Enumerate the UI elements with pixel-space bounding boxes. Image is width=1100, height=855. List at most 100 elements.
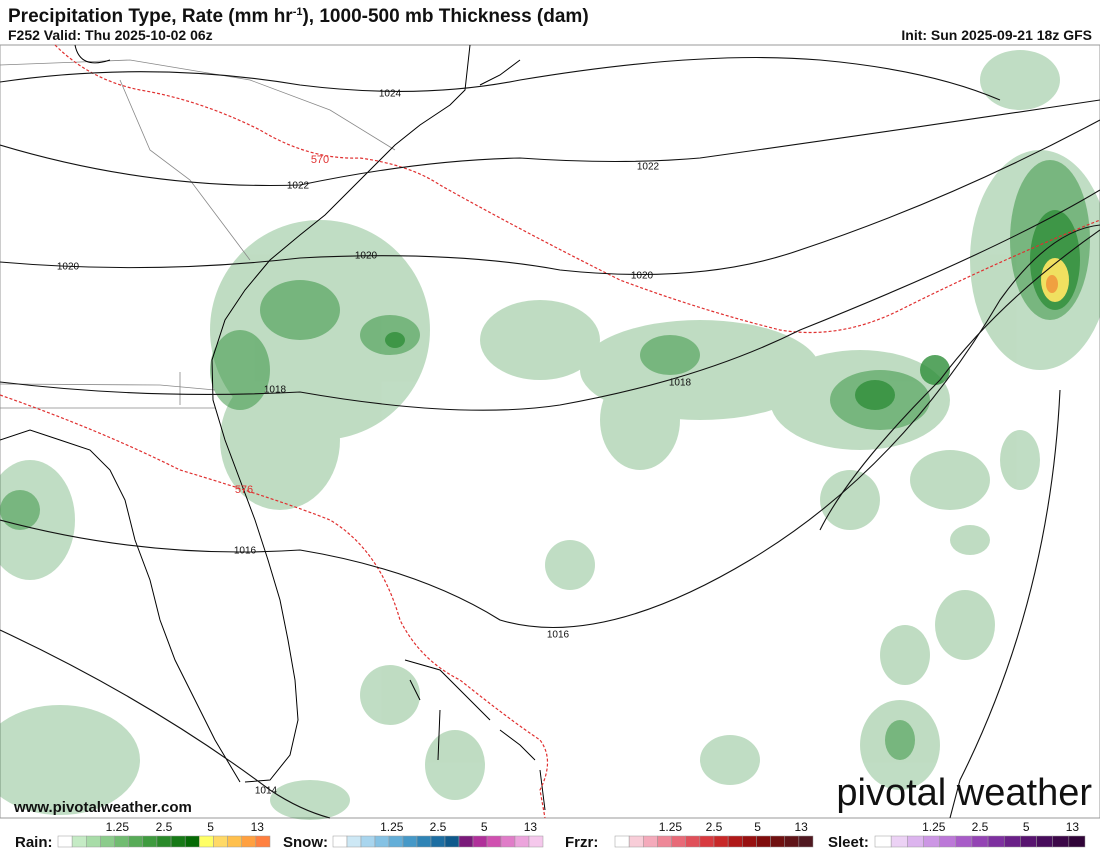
legend-tick-label: 1.25 xyxy=(106,820,130,834)
legend-swatch xyxy=(346,835,362,848)
legend-tick-label: 13 xyxy=(794,820,808,834)
legend-swatch xyxy=(756,835,771,848)
legend-swatch xyxy=(444,835,460,848)
map-frame xyxy=(0,44,1100,819)
legend-swatch xyxy=(1068,835,1086,848)
legend-swatch xyxy=(255,835,271,848)
legend-swatch xyxy=(514,835,530,848)
legend-swatch xyxy=(987,835,1005,848)
legend-swatch xyxy=(657,835,672,848)
legend-tick-label: 13 xyxy=(251,820,265,834)
legend-swatch xyxy=(685,835,701,848)
legend-swatch xyxy=(227,835,242,848)
legend-tick-label: 2.5 xyxy=(156,820,173,834)
legend-swatch xyxy=(784,835,800,848)
legend-swatch xyxy=(907,835,924,848)
legend-swatch xyxy=(770,835,785,848)
legend-swatch xyxy=(713,835,729,848)
thickness-contours xyxy=(0,44,1100,819)
coastline xyxy=(0,44,546,811)
legend-tick-label: 5 xyxy=(207,820,214,834)
legend-swatch xyxy=(1036,835,1053,848)
legend-swatch xyxy=(486,835,502,848)
legend-swatch xyxy=(199,835,214,848)
isobar-label: 1020 xyxy=(355,251,378,262)
legend-swatch xyxy=(923,835,940,848)
legend-tick-label: 1.25 xyxy=(659,820,683,834)
isobar-label: 1020 xyxy=(631,271,654,282)
legend-tick-label: 2.5 xyxy=(430,820,447,834)
thickness-label: 570 xyxy=(311,154,329,166)
legend-swatch xyxy=(1003,835,1021,848)
website: www.pivotalweather.com xyxy=(13,799,192,816)
legend-swatch xyxy=(1052,835,1070,848)
legend-swatch xyxy=(472,835,488,848)
legend-swatch xyxy=(170,835,186,848)
legend-swatch xyxy=(374,835,390,848)
borders xyxy=(0,59,396,409)
legend-swatch xyxy=(643,835,658,848)
map: 1024 1022 1022 1020 1020 1020 1018 1018 … xyxy=(0,44,1100,820)
legend-tick-label: 2.5 xyxy=(706,820,723,834)
isobar-label: 1018 xyxy=(669,378,692,389)
legend-swatch xyxy=(86,835,101,848)
legend-swatch xyxy=(388,835,404,848)
legend-swatch xyxy=(874,835,892,848)
legend-swatch xyxy=(128,835,144,848)
legend-swatch xyxy=(156,835,172,848)
isobar-label: 1014 xyxy=(255,786,278,797)
legend-tick-label: 1.25 xyxy=(380,820,404,834)
legend-label: Frzr: xyxy=(565,834,598,850)
title: Precipitation Type, Rate (mm hr-1), 1000… xyxy=(8,6,589,27)
legend-swatch xyxy=(699,835,715,848)
isobar-label: 1016 xyxy=(547,630,570,641)
isobar-label: 1018 xyxy=(264,385,287,396)
legend-tick-label: 2.5 xyxy=(972,820,989,834)
legend-swatch xyxy=(955,835,973,848)
legend-swatch xyxy=(671,835,686,848)
legend-swatch xyxy=(628,835,644,848)
legend-swatch xyxy=(939,835,957,848)
isobars xyxy=(0,56,1100,819)
legend-swatch xyxy=(1020,835,1037,848)
legend-swatch xyxy=(614,835,630,848)
legend-label: Rain: xyxy=(15,834,53,850)
legend-tick-label: 5 xyxy=(1023,820,1030,834)
legend-swatch xyxy=(184,835,200,848)
thickness-label: 576 xyxy=(235,484,253,496)
legend-tick-label: 5 xyxy=(481,820,488,834)
legend-tick-label: 13 xyxy=(524,820,538,834)
isobar-label: 1016 xyxy=(234,546,257,557)
legend-tick-label: 1.25 xyxy=(922,820,946,834)
legend-label: Sleet: xyxy=(828,834,869,850)
legend: Rain: 1.25 2.5 5 13 Snow: 1.25 2.5 5 13 Frzr: 1.25 2… xyxy=(15,820,1086,851)
init-time: Init: Sun 2025-09-21 18z GFS xyxy=(901,27,1092,43)
legend-swatch xyxy=(430,835,446,848)
legend-swatch xyxy=(57,835,73,848)
legend-swatch xyxy=(360,835,376,848)
legend-swatch xyxy=(213,835,228,848)
legend-swatch xyxy=(742,835,757,848)
legend-swatch xyxy=(528,835,544,848)
isobar-label: 1024 xyxy=(379,89,402,100)
isobar-label: 1022 xyxy=(637,162,660,173)
isobar-labels: 1024 1022 1022 1020 1020 1020 1018 1018 … xyxy=(57,89,692,797)
legend-tick-label: 13 xyxy=(1066,820,1080,834)
legend-swatch xyxy=(727,835,743,848)
legend-swatch xyxy=(332,835,348,848)
legend-swatch xyxy=(416,835,432,848)
legend-swatch xyxy=(71,835,87,848)
isobar-label: 1022 xyxy=(287,181,310,192)
legend-label: Snow: xyxy=(283,834,328,850)
legend-swatch xyxy=(142,835,158,848)
legend-swatch xyxy=(798,835,814,848)
legend-swatch xyxy=(114,835,129,848)
legend-swatch xyxy=(890,835,908,848)
legend-swatch xyxy=(458,835,474,848)
legend-swatch xyxy=(402,835,418,848)
logo: pivotal weather xyxy=(836,772,1092,814)
legend-swatch xyxy=(241,835,257,848)
legend-swatch xyxy=(971,835,989,848)
legend-tick-label: 5 xyxy=(754,820,761,834)
